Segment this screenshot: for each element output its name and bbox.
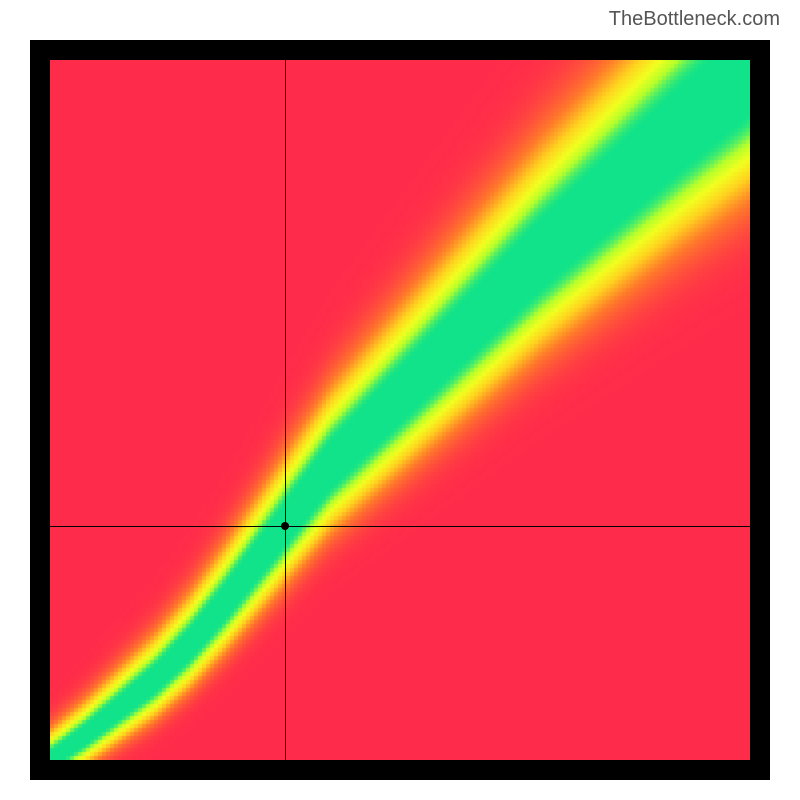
attribution-text: TheBottleneck.com [609,8,780,31]
crosshair-vertical [285,60,286,760]
bottleneck-heatmap [50,60,750,760]
crosshair-horizontal [50,526,750,527]
selection-marker [281,522,289,530]
chart-container: TheBottleneck.com [0,0,800,800]
plot-outer-frame [30,40,770,780]
